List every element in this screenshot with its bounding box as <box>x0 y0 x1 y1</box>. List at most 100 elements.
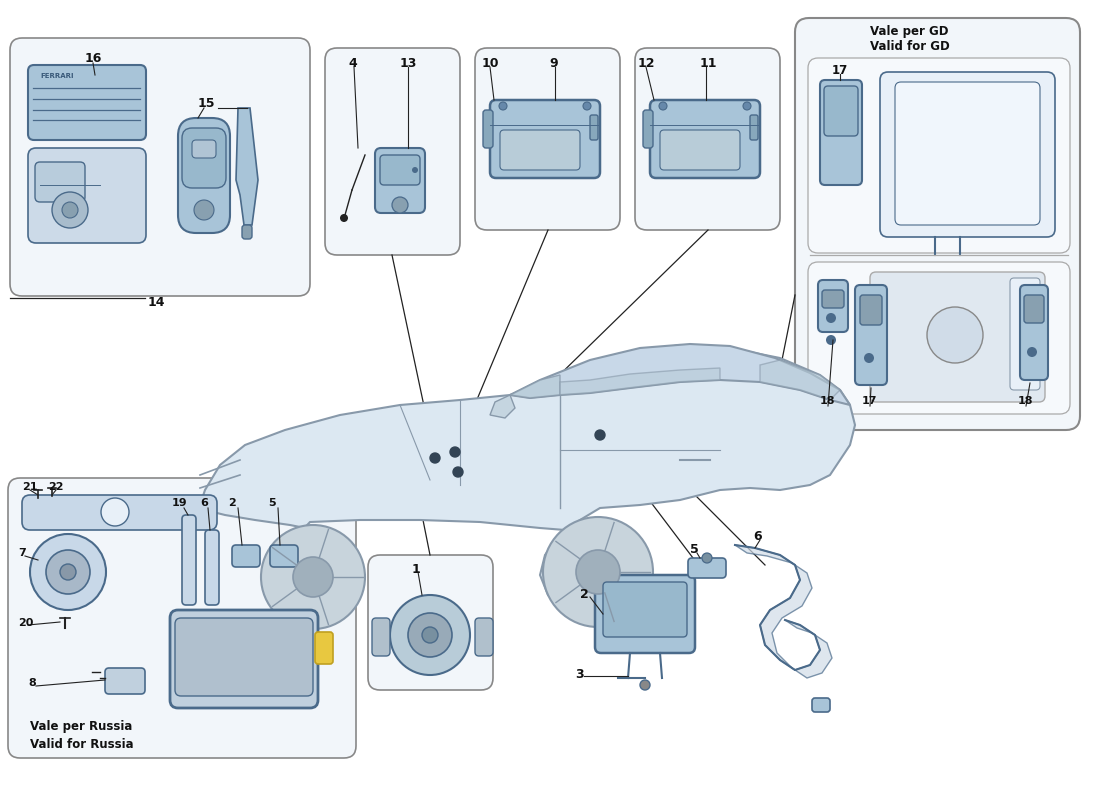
Text: 6: 6 <box>200 498 208 508</box>
Polygon shape <box>510 344 850 405</box>
Text: 9: 9 <box>549 57 558 70</box>
Circle shape <box>864 353 874 363</box>
Polygon shape <box>195 345 855 614</box>
FancyBboxPatch shape <box>315 632 333 664</box>
Text: 13: 13 <box>400 57 417 70</box>
FancyBboxPatch shape <box>1010 278 1040 390</box>
Text: Vale per GD: Vale per GD <box>870 25 948 38</box>
FancyBboxPatch shape <box>590 115 598 140</box>
FancyBboxPatch shape <box>192 140 216 158</box>
Text: 11: 11 <box>700 57 717 70</box>
Circle shape <box>408 613 452 657</box>
Circle shape <box>1027 347 1037 357</box>
FancyBboxPatch shape <box>822 290 844 308</box>
Circle shape <box>422 627 438 643</box>
FancyBboxPatch shape <box>818 280 848 332</box>
FancyBboxPatch shape <box>175 618 314 696</box>
FancyBboxPatch shape <box>324 48 460 255</box>
Text: 2: 2 <box>580 588 588 601</box>
FancyBboxPatch shape <box>375 148 425 213</box>
FancyBboxPatch shape <box>22 495 217 530</box>
Circle shape <box>101 498 129 526</box>
Text: 18: 18 <box>820 396 836 406</box>
Polygon shape <box>490 395 515 418</box>
Circle shape <box>927 307 983 363</box>
FancyBboxPatch shape <box>205 530 219 605</box>
Text: 19: 19 <box>172 498 188 508</box>
Text: Valid for Russia: Valid for Russia <box>30 738 133 751</box>
FancyBboxPatch shape <box>28 65 146 140</box>
FancyBboxPatch shape <box>475 48 620 230</box>
Polygon shape <box>760 360 840 400</box>
Text: FERRARI: FERRARI <box>40 73 74 79</box>
Circle shape <box>742 102 751 110</box>
Circle shape <box>583 102 591 110</box>
FancyBboxPatch shape <box>650 100 760 178</box>
Text: 5: 5 <box>268 498 276 508</box>
Circle shape <box>392 197 408 213</box>
FancyBboxPatch shape <box>870 272 1045 402</box>
Text: 8: 8 <box>28 678 35 688</box>
Circle shape <box>60 564 76 580</box>
Circle shape <box>293 557 333 597</box>
Text: 10: 10 <box>482 57 499 70</box>
Circle shape <box>640 680 650 690</box>
FancyBboxPatch shape <box>379 155 420 185</box>
FancyBboxPatch shape <box>10 38 310 296</box>
FancyBboxPatch shape <box>270 545 298 567</box>
FancyBboxPatch shape <box>28 148 146 243</box>
Text: 22: 22 <box>48 482 64 492</box>
Circle shape <box>340 214 348 222</box>
FancyBboxPatch shape <box>595 575 695 653</box>
FancyBboxPatch shape <box>104 668 145 694</box>
Circle shape <box>576 550 620 594</box>
FancyBboxPatch shape <box>812 698 830 712</box>
Circle shape <box>261 525 365 629</box>
FancyBboxPatch shape <box>603 582 688 637</box>
Text: 6: 6 <box>754 530 761 543</box>
Circle shape <box>826 313 836 323</box>
Text: 14: 14 <box>148 296 165 309</box>
Text: 1: 1 <box>412 563 420 576</box>
Text: 15: 15 <box>198 97 216 110</box>
Text: Vale per Russia: Vale per Russia <box>30 720 132 733</box>
Text: 21: 21 <box>22 482 37 492</box>
Circle shape <box>52 192 88 228</box>
FancyBboxPatch shape <box>1024 295 1044 323</box>
Text: 12: 12 <box>638 57 656 70</box>
Circle shape <box>595 430 605 440</box>
Circle shape <box>430 453 440 463</box>
Text: Valid for GD: Valid for GD <box>870 40 949 53</box>
FancyBboxPatch shape <box>860 295 882 325</box>
Text: 3: 3 <box>575 668 584 681</box>
Circle shape <box>450 447 460 457</box>
FancyBboxPatch shape <box>824 86 858 136</box>
FancyBboxPatch shape <box>475 618 493 656</box>
Text: 17: 17 <box>862 396 878 406</box>
Text: 17: 17 <box>832 64 848 77</box>
FancyBboxPatch shape <box>372 618 390 656</box>
FancyBboxPatch shape <box>8 478 356 758</box>
FancyBboxPatch shape <box>368 555 493 690</box>
FancyBboxPatch shape <box>490 100 600 178</box>
Text: 4: 4 <box>348 57 356 70</box>
Circle shape <box>390 595 470 675</box>
FancyBboxPatch shape <box>242 225 252 239</box>
Circle shape <box>659 102 667 110</box>
FancyBboxPatch shape <box>855 285 887 385</box>
FancyBboxPatch shape <box>500 130 580 170</box>
Text: 7: 7 <box>18 548 25 558</box>
Circle shape <box>194 200 214 220</box>
Text: 2: 2 <box>228 498 235 508</box>
Polygon shape <box>560 368 720 395</box>
Circle shape <box>30 534 106 610</box>
FancyBboxPatch shape <box>182 515 196 605</box>
Polygon shape <box>510 375 560 398</box>
FancyBboxPatch shape <box>178 118 230 233</box>
Text: 20: 20 <box>18 618 33 628</box>
FancyBboxPatch shape <box>483 110 493 148</box>
FancyBboxPatch shape <box>644 110 653 148</box>
Circle shape <box>702 553 712 563</box>
FancyBboxPatch shape <box>35 162 85 202</box>
FancyBboxPatch shape <box>880 72 1055 237</box>
